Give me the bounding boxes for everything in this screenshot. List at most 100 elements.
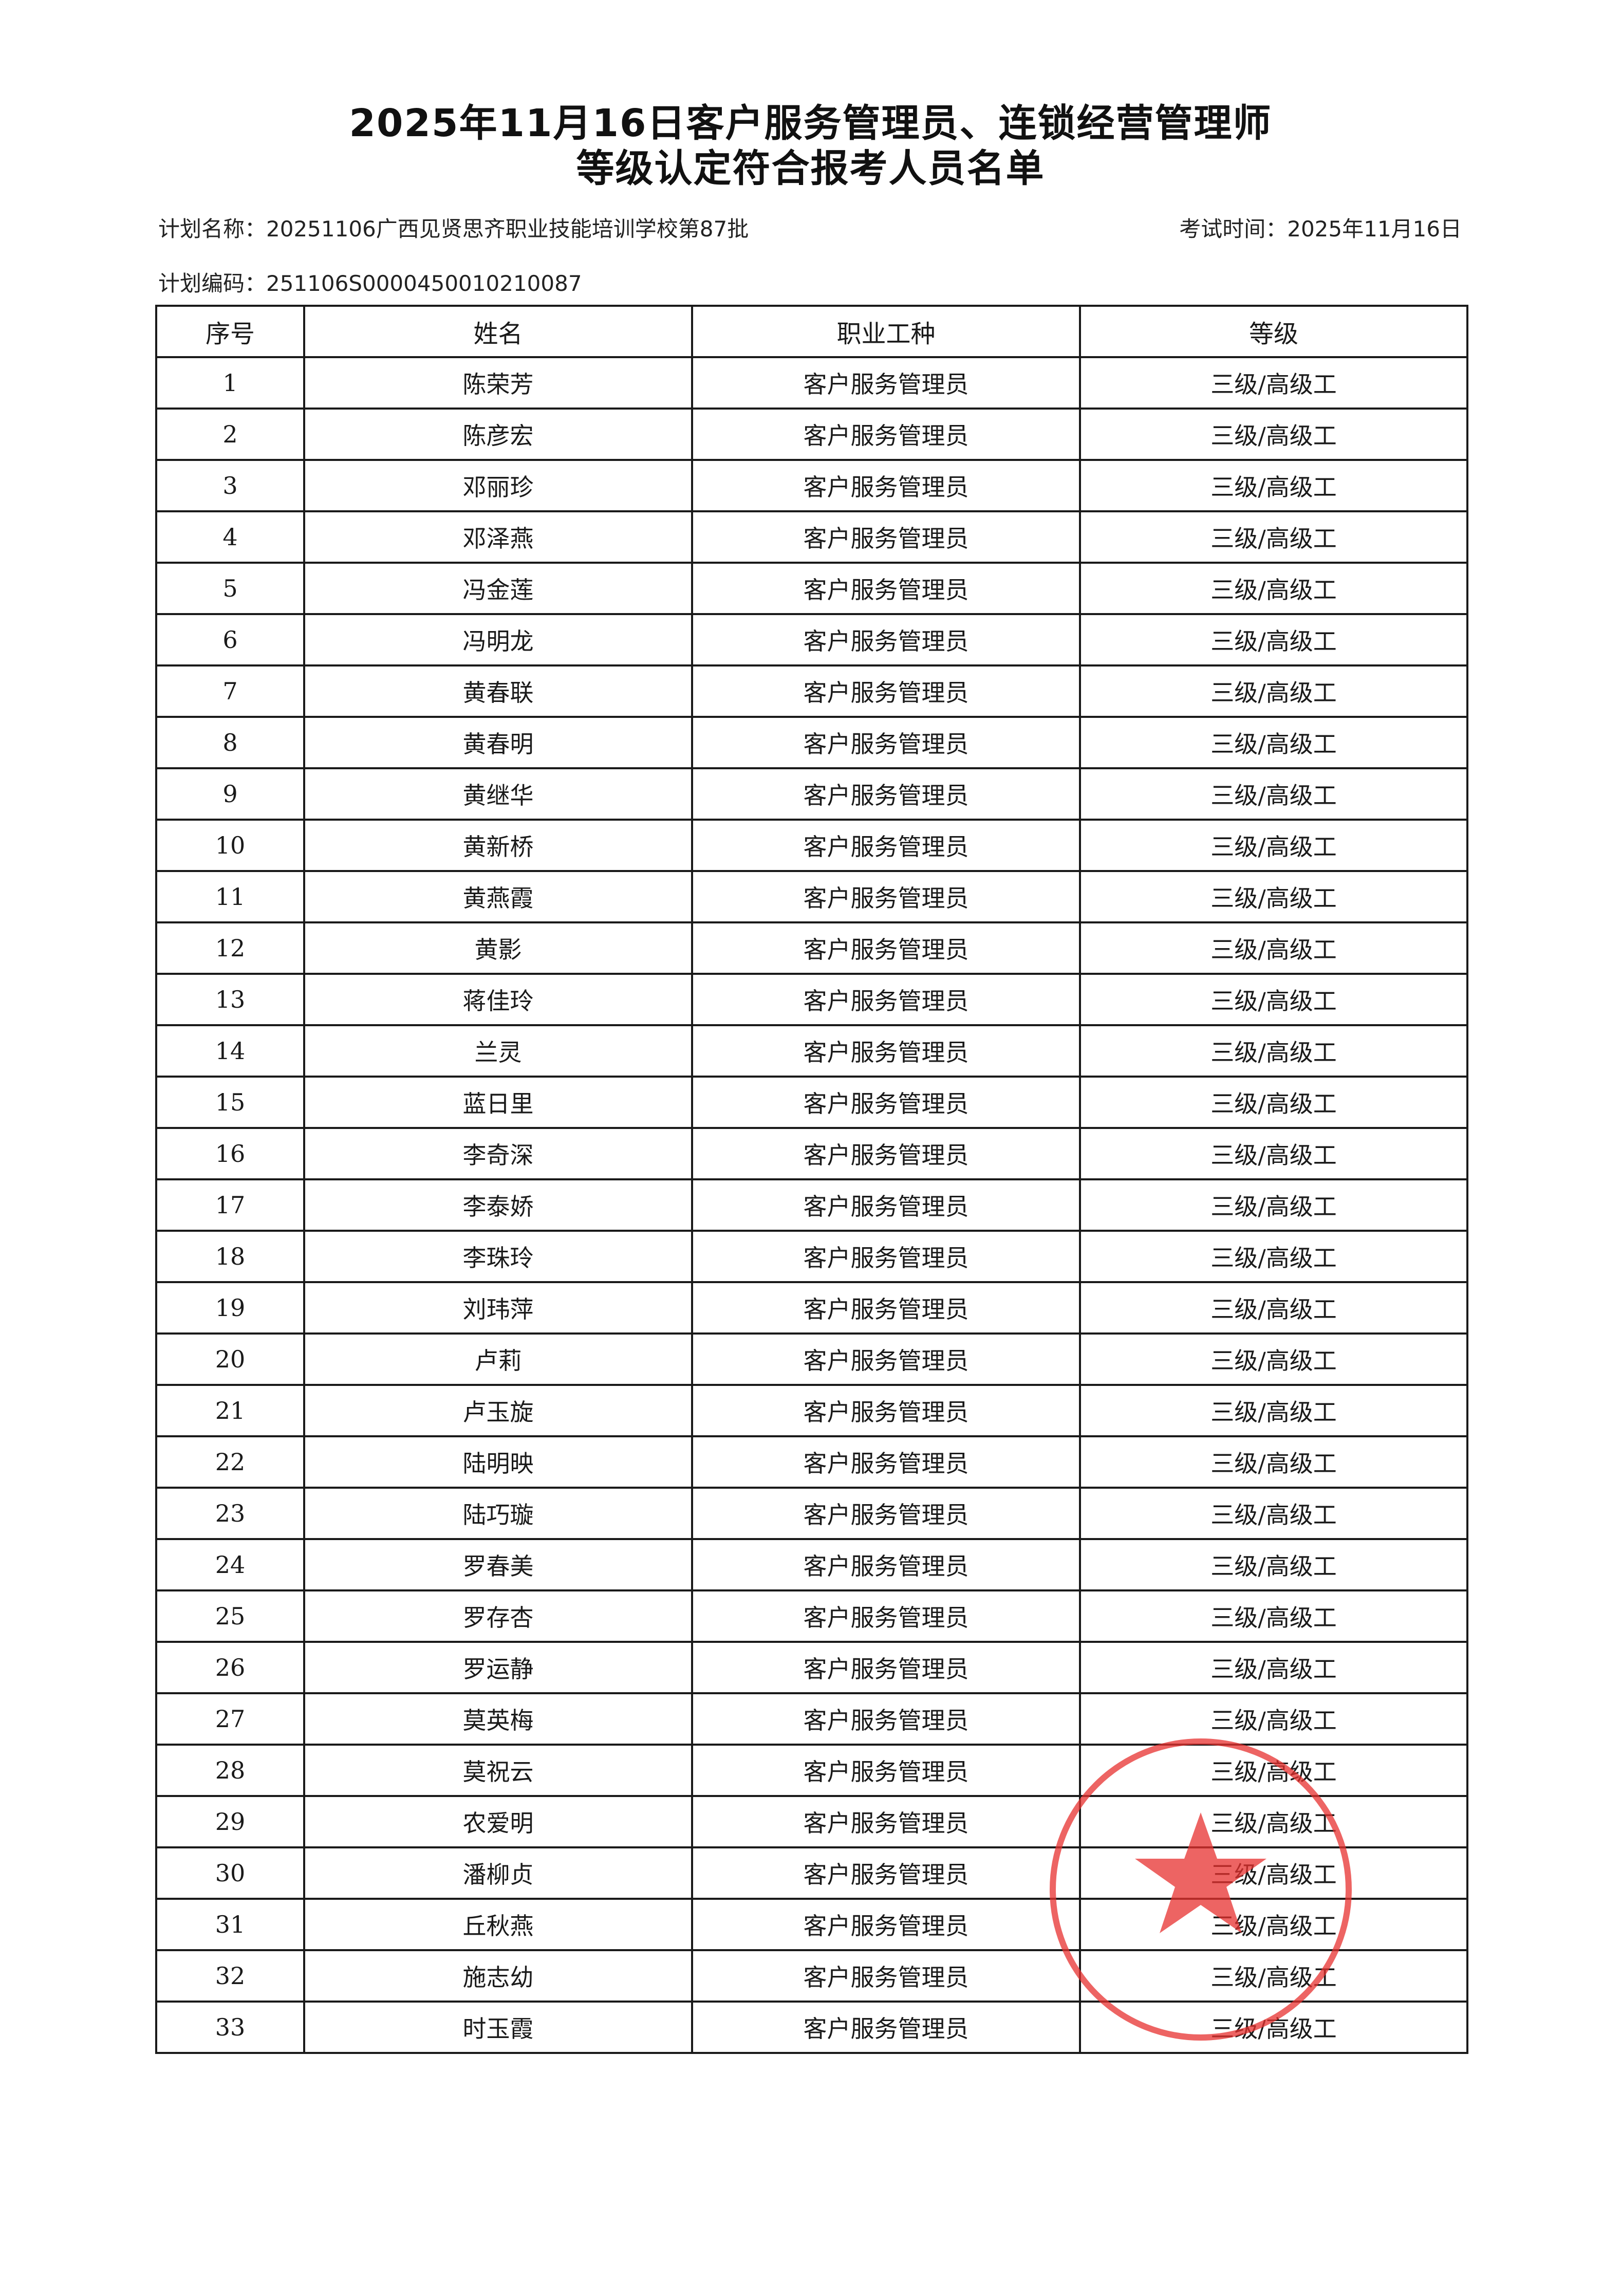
row-name: 陆明映: [303, 1435, 693, 1489]
row-level: 三级/高级工: [1079, 562, 1468, 615]
row-occupation: 客户服务管理员: [691, 1744, 1081, 1797]
row-occupation: 客户服务管理员: [691, 1589, 1081, 1643]
table-row: 20 卢莉 客户服务管理员 三级/高级工: [155, 1332, 1468, 1386]
row-level: 三级/高级工: [1079, 1641, 1468, 1694]
document-title-line1: 2025年11月16日客户服务管理员、连锁经营管理师: [349, 101, 1272, 145]
row-name: 莫英梅: [303, 1692, 693, 1746]
row-name: 黄影: [303, 921, 693, 975]
row-occupation: 客户服务管理员: [691, 1384, 1081, 1437]
table-row: 16 李奇深 客户服务管理员 三级/高级工: [155, 1127, 1468, 1180]
row-occupation: 客户服务管理员: [691, 1332, 1081, 1386]
row-index: 8: [155, 716, 305, 769]
row-index: 28: [155, 1744, 305, 1797]
row-name: 邓丽珍: [303, 459, 693, 512]
row-name: 李泰娇: [303, 1178, 693, 1232]
row-occupation: 客户服务管理员: [691, 870, 1081, 923]
row-occupation: 客户服务管理员: [691, 1178, 1081, 1232]
table-row: 30 潘柳贞 客户服务管理员 三级/高级工: [155, 1846, 1468, 1900]
row-index: 15: [155, 1076, 305, 1129]
row-index: 1: [155, 356, 305, 410]
exam-time: 考试时间：2025年11月16日: [1179, 216, 1462, 242]
row-occupation: 客户服务管理员: [691, 562, 1081, 615]
row-level: 三级/高级工: [1079, 1024, 1468, 1078]
row-index: 32: [155, 1949, 305, 2003]
row-level: 三级/高级工: [1079, 1384, 1468, 1437]
plan-code: 计划编码：251106S0000450010210087: [158, 271, 582, 296]
row-level: 三级/高级工: [1079, 1846, 1468, 1900]
row-level: 三级/高级工: [1079, 1744, 1468, 1797]
row-index: 16: [155, 1127, 305, 1180]
row-index: 6: [155, 613, 305, 666]
table-row: 7 黄春联 客户服务管理员 三级/高级工: [155, 664, 1468, 718]
row-level: 三级/高级工: [1079, 510, 1468, 564]
table-row: 14 兰灵 客户服务管理员 三级/高级工: [155, 1024, 1468, 1078]
row-level: 三级/高级工: [1079, 1589, 1468, 1643]
row-name: 邓泽燕: [303, 510, 693, 564]
row-name: 刘玮萍: [303, 1281, 693, 1335]
header-level: 等级: [1079, 305, 1468, 358]
row-occupation: 客户服务管理员: [691, 1435, 1081, 1489]
row-name: 时玉霞: [303, 2001, 693, 2054]
row-level: 三级/高级工: [1079, 1127, 1468, 1180]
row-index: 14: [155, 1024, 305, 1078]
row-occupation: 客户服务管理员: [691, 1949, 1081, 2003]
row-occupation: 客户服务管理员: [691, 819, 1081, 872]
row-level: 三级/高级工: [1079, 1795, 1468, 1848]
row-level: 三级/高级工: [1079, 408, 1468, 461]
table-header-row: 序号 姓名 职业工种 等级: [155, 305, 1468, 358]
row-name: 施志幼: [303, 1949, 693, 2003]
document-title-line2: 等级认定符合报考人员名单: [576, 146, 1045, 191]
row-index: 12: [155, 921, 305, 975]
row-level: 三级/高级工: [1079, 973, 1468, 1026]
table-row: 26 罗运静 客户服务管理员 三级/高级工: [155, 1641, 1468, 1694]
row-level: 三级/高级工: [1079, 819, 1468, 872]
row-occupation: 客户服务管理员: [691, 510, 1081, 564]
row-index: 20: [155, 1332, 305, 1386]
row-occupation: 客户服务管理员: [691, 1487, 1081, 1540]
row-index: 17: [155, 1178, 305, 1232]
row-name: 黄新桥: [303, 819, 693, 872]
row-level: 三级/高级工: [1079, 716, 1468, 769]
row-occupation: 客户服务管理员: [691, 1230, 1081, 1283]
table-row: 13 蒋佳玲 客户服务管理员 三级/高级工: [155, 973, 1468, 1026]
row-occupation: 客户服务管理员: [691, 716, 1081, 769]
row-level: 三级/高级工: [1079, 613, 1468, 666]
row-name: 丘秋燕: [303, 1898, 693, 1951]
row-index: 26: [155, 1641, 305, 1694]
row-occupation: 客户服务管理员: [691, 1127, 1081, 1180]
table-row: 9 黄继华 客户服务管理员 三级/高级工: [155, 767, 1468, 821]
row-index: 23: [155, 1487, 305, 1540]
row-occupation: 客户服务管理员: [691, 459, 1081, 512]
row-level: 三级/高级工: [1079, 1487, 1468, 1540]
table-row: 10 黄新桥 客户服务管理员 三级/高级工: [155, 819, 1468, 872]
row-name: 罗运静: [303, 1641, 693, 1694]
row-name: 蒋佳玲: [303, 973, 693, 1026]
row-name: 冯明龙: [303, 613, 693, 666]
row-index: 5: [155, 562, 305, 615]
table-row: 24 罗春美 客户服务管理员 三级/高级工: [155, 1538, 1468, 1591]
row-level: 三级/高级工: [1079, 1230, 1468, 1283]
row-index: 2: [155, 408, 305, 461]
row-occupation: 客户服务管理员: [691, 1692, 1081, 1746]
row-name: 卢玉旋: [303, 1384, 693, 1437]
row-index: 33: [155, 2001, 305, 2054]
row-index: 11: [155, 870, 305, 923]
row-name: 蓝日里: [303, 1076, 693, 1129]
row-occupation: 客户服务管理员: [691, 2001, 1081, 2054]
row-level: 三级/高级工: [1079, 1538, 1468, 1591]
row-level: 三级/高级工: [1079, 1281, 1468, 1335]
row-occupation: 客户服务管理员: [691, 1641, 1081, 1694]
row-name: 陈荣芳: [303, 356, 693, 410]
row-index: 7: [155, 664, 305, 718]
table-row: 12 黄影 客户服务管理员 三级/高级工: [155, 921, 1468, 975]
row-name: 冯金莲: [303, 562, 693, 615]
row-name: 李珠玲: [303, 1230, 693, 1283]
row-occupation: 客户服务管理员: [691, 973, 1081, 1026]
table-row: 25 罗存杏 客户服务管理员 三级/高级工: [155, 1589, 1468, 1643]
row-index: 29: [155, 1795, 305, 1848]
row-occupation: 客户服务管理员: [691, 1024, 1081, 1078]
row-name: 莫祝云: [303, 1744, 693, 1797]
row-name: 罗春美: [303, 1538, 693, 1591]
header-occupation: 职业工种: [691, 305, 1081, 358]
candidate-table: 序号 姓名 职业工种 等级 1 陈荣芳 客户服务管理员 三级/高级工 2 陈彦宏 客户服务管…: [155, 305, 1468, 2054]
